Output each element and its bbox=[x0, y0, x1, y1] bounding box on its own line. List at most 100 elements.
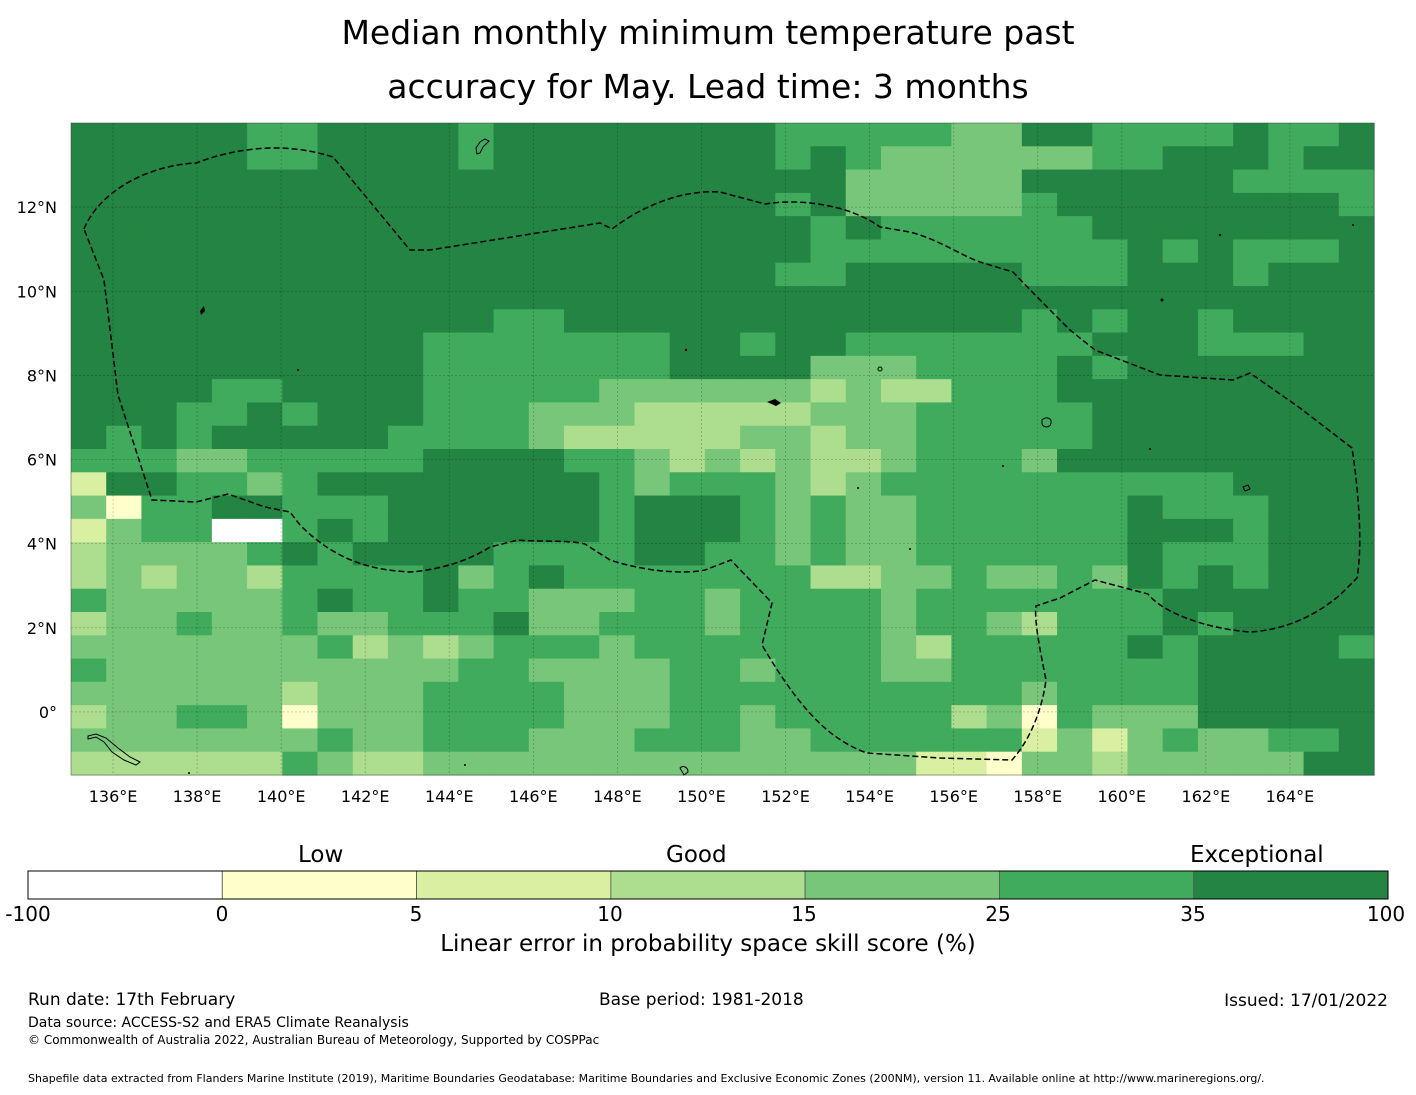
map-cell bbox=[352, 751, 389, 776]
map-cell bbox=[423, 262, 459, 287]
map-cell bbox=[423, 751, 459, 776]
map-cell bbox=[634, 379, 671, 404]
map-cell bbox=[1233, 635, 1269, 660]
map-cell bbox=[211, 425, 248, 450]
map-cell bbox=[845, 495, 882, 520]
longitude-tick-label: 158°E bbox=[1013, 787, 1062, 806]
longitude-tick-label: 138°E bbox=[173, 787, 222, 806]
map-cell bbox=[986, 728, 1023, 753]
map-cell bbox=[669, 192, 706, 217]
map-cell bbox=[1162, 309, 1199, 334]
map-cell bbox=[317, 192, 354, 217]
island-atoll bbox=[877, 366, 883, 372]
map-cell bbox=[740, 146, 776, 171]
map-cell bbox=[493, 472, 530, 497]
map-cell bbox=[564, 635, 600, 660]
map-cell bbox=[1021, 192, 1058, 217]
map-cell bbox=[211, 565, 248, 590]
map-cell bbox=[669, 402, 706, 427]
map-cell bbox=[141, 425, 178, 450]
map-cell bbox=[1338, 355, 1375, 380]
map-cell bbox=[1092, 658, 1129, 683]
map-cell bbox=[1338, 425, 1375, 450]
map-cell bbox=[458, 239, 495, 264]
map-cell bbox=[141, 565, 178, 590]
map-cell bbox=[775, 705, 812, 730]
map-cell bbox=[916, 355, 953, 380]
map-cell bbox=[211, 262, 248, 287]
map-cell bbox=[951, 309, 988, 334]
map-cell bbox=[71, 681, 107, 706]
map-cell bbox=[458, 751, 495, 776]
map-cell bbox=[951, 518, 988, 543]
map-cell bbox=[986, 239, 1023, 264]
island-atoll bbox=[1160, 298, 1164, 302]
map-cell bbox=[1057, 355, 1093, 380]
map-cell bbox=[1021, 495, 1058, 520]
map-cell bbox=[845, 728, 882, 753]
map-cell bbox=[1021, 588, 1058, 613]
map-cell bbox=[1268, 262, 1305, 287]
map-cell bbox=[106, 355, 143, 380]
map-cell bbox=[1303, 751, 1340, 776]
map-cell bbox=[247, 751, 283, 776]
longitude-tick-label: 162°E bbox=[1182, 787, 1231, 806]
map-cell bbox=[880, 332, 917, 357]
map-cell bbox=[1197, 565, 1234, 590]
map-cell bbox=[528, 332, 565, 357]
eez-boundary-line bbox=[83, 147, 1361, 761]
map-cell bbox=[1021, 239, 1058, 264]
map-cell bbox=[141, 751, 178, 776]
map-cell bbox=[1162, 146, 1199, 171]
map-cell bbox=[951, 402, 988, 427]
map-cell bbox=[282, 565, 319, 590]
map-cell bbox=[1268, 612, 1305, 636]
map-cell bbox=[423, 705, 459, 730]
map-cell bbox=[528, 472, 565, 497]
map-cell bbox=[1162, 355, 1199, 380]
map-cell bbox=[880, 612, 917, 636]
map-cell bbox=[1197, 705, 1234, 730]
map-cell bbox=[845, 309, 882, 334]
map-cell bbox=[1197, 309, 1234, 334]
map-cell bbox=[810, 286, 847, 310]
map-cell bbox=[1127, 472, 1164, 497]
map-cell bbox=[141, 332, 178, 357]
map-cell bbox=[1197, 449, 1234, 473]
map-cell bbox=[1338, 262, 1375, 287]
map-cell bbox=[71, 379, 107, 404]
map-cell bbox=[1338, 286, 1375, 310]
map-cell bbox=[106, 239, 143, 264]
map-cell bbox=[211, 658, 248, 683]
map-cell bbox=[704, 612, 741, 636]
map-cell bbox=[423, 565, 459, 590]
map-cell bbox=[740, 518, 776, 543]
map-cell bbox=[458, 123, 495, 147]
map-cell bbox=[211, 449, 248, 473]
map-cell bbox=[1127, 309, 1164, 334]
map-cell bbox=[71, 262, 107, 287]
map-cell bbox=[141, 635, 178, 660]
map-cell bbox=[247, 612, 283, 636]
map-cell bbox=[1233, 169, 1269, 194]
map-cell bbox=[1127, 402, 1164, 427]
map-cell bbox=[1197, 169, 1234, 194]
colorbar-swatch bbox=[804, 870, 1000, 900]
map-cell bbox=[1162, 495, 1199, 520]
map-cell bbox=[704, 728, 741, 753]
map-cell bbox=[1233, 216, 1269, 241]
map-cell bbox=[810, 612, 847, 636]
map-cell bbox=[282, 169, 319, 194]
map-cell bbox=[247, 705, 283, 730]
map-cell bbox=[775, 192, 812, 217]
map-cell bbox=[810, 495, 847, 520]
map-cell bbox=[176, 192, 213, 217]
map-cell bbox=[986, 495, 1023, 520]
map-cell bbox=[352, 216, 389, 241]
map-cell bbox=[599, 123, 636, 147]
map-cell bbox=[916, 262, 953, 287]
longitude-tick-label: 142°E bbox=[341, 787, 390, 806]
longitude-tick-label: 154°E bbox=[845, 787, 894, 806]
map-cell bbox=[1092, 192, 1129, 217]
map-cell bbox=[951, 216, 988, 241]
